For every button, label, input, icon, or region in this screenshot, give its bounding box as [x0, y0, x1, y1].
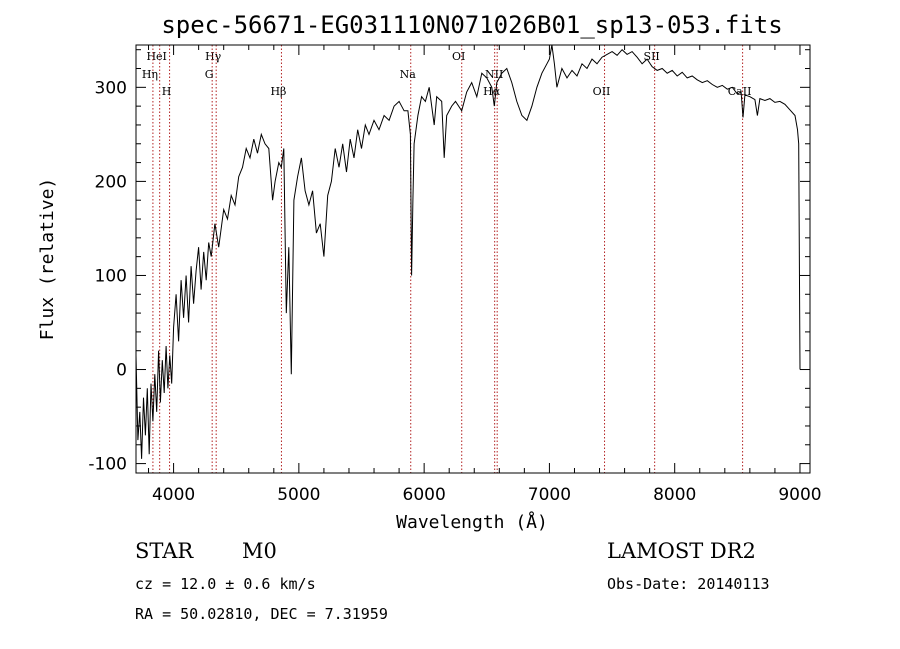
object-class: STAR: [135, 539, 194, 563]
x-tick-label: 5000: [277, 485, 320, 505]
spectrum-line: [135, 44, 801, 459]
line-label: SII: [644, 50, 660, 63]
x-tick-label: 8000: [653, 485, 696, 505]
x-tick-label: 4000: [152, 485, 195, 505]
line-label: Hβ: [270, 85, 286, 98]
x-tick-label: 7000: [528, 485, 571, 505]
y-tick-label: 200: [95, 172, 127, 192]
line-label: OII: [593, 85, 611, 98]
object-subclass: M0: [242, 539, 277, 563]
x-tick-label: 9000: [778, 485, 821, 505]
x-tick-label: 6000: [403, 485, 446, 505]
y-tick-label: 300: [95, 78, 127, 98]
line-label: G: [205, 68, 214, 81]
y-tick-label: 0: [116, 361, 127, 381]
line-label: Hγ: [205, 50, 222, 63]
y-tick-label: -100: [88, 455, 127, 475]
plot-frame: [135, 44, 811, 474]
x-axis-label: Wavelength (Å): [396, 511, 548, 533]
obs-date: Obs-Date: 20140113: [607, 575, 770, 593]
spectral-line-markers: HeIHηHHγGHβNaOINIIHαSIIOIICaII: [142, 45, 751, 473]
x-axis-ticks: 4000 5000 6000 7000 8000 9000: [148, 45, 822, 505]
survey-name: LAMOST DR2: [607, 539, 756, 563]
line-label: Na: [400, 68, 417, 81]
redshift-text: cz = 12.0 ± 0.6 km/s: [135, 575, 316, 593]
coordinates-text: RA = 50.02810, DEC = 7.31959: [135, 605, 388, 623]
chart-title: spec-56671-EG031110N071026B01_sp13-053.f…: [161, 11, 782, 39]
line-label: HeI: [146, 50, 166, 63]
line-label: Hη: [142, 68, 158, 81]
y-tick-label: 100: [95, 266, 127, 286]
y-axis-ticks: -100 0 100 200 300: [88, 49, 810, 475]
line-label: H: [162, 85, 172, 98]
y-axis-label: Flux (relative): [37, 178, 58, 341]
line-label: OI: [452, 50, 465, 63]
